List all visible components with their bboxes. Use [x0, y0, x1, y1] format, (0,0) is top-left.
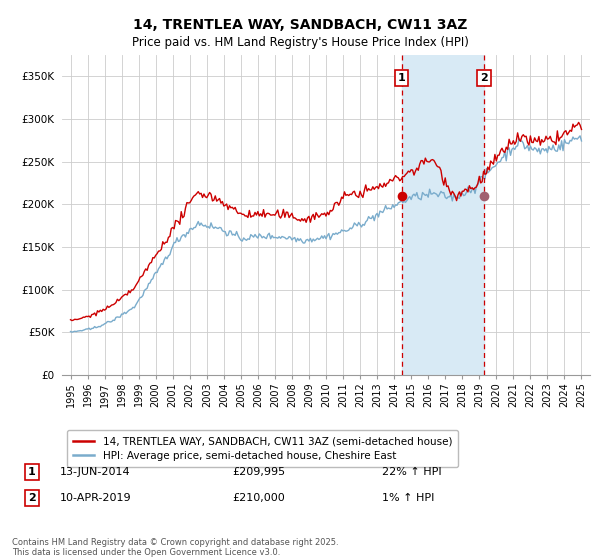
Text: 1: 1: [28, 467, 36, 477]
Legend: 14, TRENTLEA WAY, SANDBACH, CW11 3AZ (semi-detached house), HPI: Average price, : 14, TRENTLEA WAY, SANDBACH, CW11 3AZ (se…: [67, 430, 458, 467]
Text: 2: 2: [28, 493, 36, 503]
Text: 1: 1: [398, 73, 406, 83]
Text: 1% ↑ HPI: 1% ↑ HPI: [382, 493, 434, 503]
Text: 13-JUN-2014: 13-JUN-2014: [60, 467, 131, 477]
Text: 22% ↑ HPI: 22% ↑ HPI: [382, 467, 442, 477]
Text: 2: 2: [480, 73, 488, 83]
Text: Price paid vs. HM Land Registry's House Price Index (HPI): Price paid vs. HM Land Registry's House …: [131, 36, 469, 49]
Text: £210,000: £210,000: [232, 493, 285, 503]
Text: 14, TRENTLEA WAY, SANDBACH, CW11 3AZ: 14, TRENTLEA WAY, SANDBACH, CW11 3AZ: [133, 18, 467, 32]
Text: 10-APR-2019: 10-APR-2019: [60, 493, 131, 503]
Bar: [401, 55, 484, 375]
Text: £209,995: £209,995: [232, 467, 285, 477]
Text: Contains HM Land Registry data © Crown copyright and database right 2025.
This d: Contains HM Land Registry data © Crown c…: [12, 538, 338, 557]
